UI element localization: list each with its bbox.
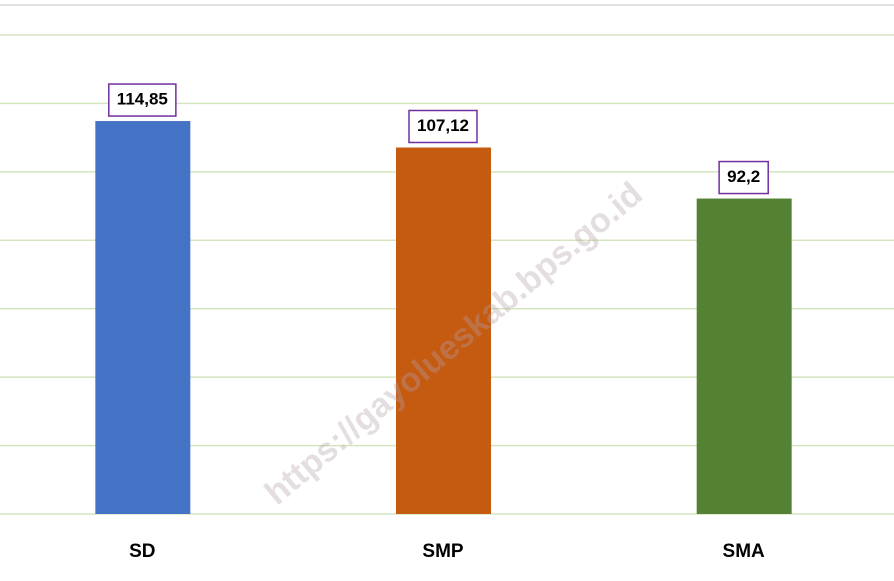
- value-label: 114,85: [117, 90, 168, 109]
- bar: [696, 198, 792, 514]
- x-tick-label: SD: [129, 541, 155, 562]
- bar: [396, 147, 491, 514]
- bar: [95, 121, 191, 515]
- value-label-box: [718, 160, 769, 195]
- value-label-box: [408, 109, 478, 144]
- value-label: 107,12: [417, 116, 469, 135]
- value-label: 92,2: [727, 167, 760, 186]
- x-tick-label: SMP: [422, 541, 464, 562]
- x-tick-label: SMA: [723, 541, 766, 562]
- value-label-box: [108, 83, 177, 117]
